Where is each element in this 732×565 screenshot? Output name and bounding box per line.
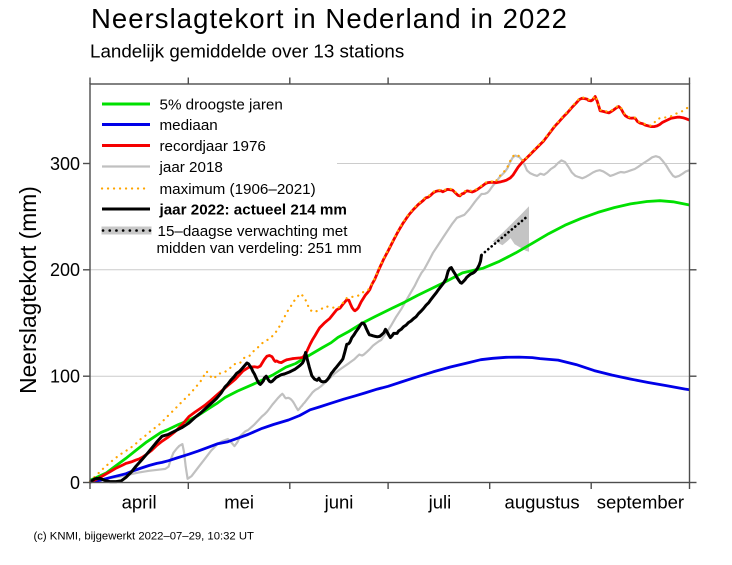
svg-text:juli: juli [428, 492, 452, 513]
svg-text:augustus: augustus [505, 492, 580, 513]
svg-text:0: 0 [70, 473, 80, 493]
svg-text:Landelijk gemiddelde over 13 s: Landelijk gemiddelde over 13 stations [90, 41, 404, 62]
svg-text:100: 100 [50, 367, 80, 387]
svg-text:jaar 2018: jaar 2018 [159, 159, 223, 176]
svg-text:mediaan: mediaan [160, 117, 218, 134]
svg-text:15–daagse verwachting met: 15–daagse verwachting met [158, 223, 349, 240]
svg-text:midden van verdeling: 251 mm: midden van verdeling: 251 mm [157, 240, 362, 257]
svg-text:Neerslagtekort (mm): Neerslagtekort (mm) [15, 186, 41, 394]
svg-text:jaar 2022: actueel 214 mm: jaar 2022: actueel 214 mm [159, 202, 347, 219]
svg-text:maximum (1906–2021): maximum (1906–2021) [160, 181, 316, 198]
svg-text:september: september [597, 492, 684, 513]
svg-text:(c) KNMI, bijgewerkt 2022–07–2: (c) KNMI, bijgewerkt 2022–07–29, 10:32 U… [34, 531, 254, 543]
svg-text:mei: mei [224, 492, 254, 513]
svg-text:Neerslagtekort in Nederland in: Neerslagtekort in Nederland in 2022 [91, 3, 568, 34]
svg-text:april: april [122, 492, 157, 513]
svg-text:300: 300 [50, 154, 80, 174]
svg-text:200: 200 [50, 260, 80, 280]
svg-text:recordjaar 1976: recordjaar 1976 [160, 138, 266, 155]
svg-text:juni: juni [324, 492, 354, 513]
svg-text:5% droogste jaren: 5% droogste jaren [160, 97, 283, 114]
